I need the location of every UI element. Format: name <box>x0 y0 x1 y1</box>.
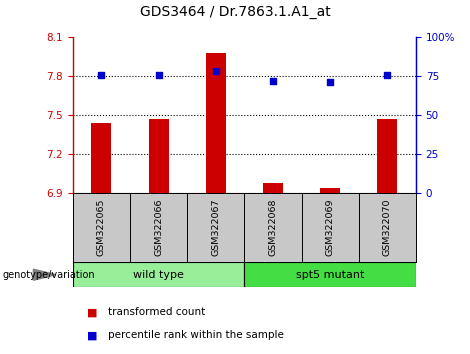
Text: GDS3464 / Dr.7863.1.A1_at: GDS3464 / Dr.7863.1.A1_at <box>140 5 330 19</box>
Text: GSM322070: GSM322070 <box>383 199 392 256</box>
Text: spt5 mutant: spt5 mutant <box>296 270 364 280</box>
Text: GSM322067: GSM322067 <box>212 199 220 256</box>
Text: GSM322065: GSM322065 <box>97 199 106 256</box>
Bar <box>320 188 340 193</box>
Bar <box>73 262 244 287</box>
Point <box>384 72 391 78</box>
Point <box>326 80 334 85</box>
Text: percentile rank within the sample: percentile rank within the sample <box>108 330 284 340</box>
Text: GSM322069: GSM322069 <box>326 199 335 256</box>
Text: wild type: wild type <box>133 270 184 280</box>
Bar <box>377 119 397 193</box>
Text: ■: ■ <box>87 330 97 340</box>
Text: transformed count: transformed count <box>108 307 205 317</box>
Point <box>269 78 277 84</box>
Bar <box>149 119 169 193</box>
Point <box>98 72 105 78</box>
Text: genotype/variation: genotype/variation <box>2 270 95 280</box>
Bar <box>244 262 416 287</box>
Point <box>212 69 219 74</box>
Bar <box>92 123 111 193</box>
Text: GSM322066: GSM322066 <box>154 199 163 256</box>
Text: GSM322068: GSM322068 <box>268 199 277 256</box>
Text: ■: ■ <box>87 307 97 317</box>
Point <box>155 72 163 78</box>
Bar <box>263 183 283 193</box>
Polygon shape <box>33 269 56 280</box>
Bar <box>206 53 226 193</box>
